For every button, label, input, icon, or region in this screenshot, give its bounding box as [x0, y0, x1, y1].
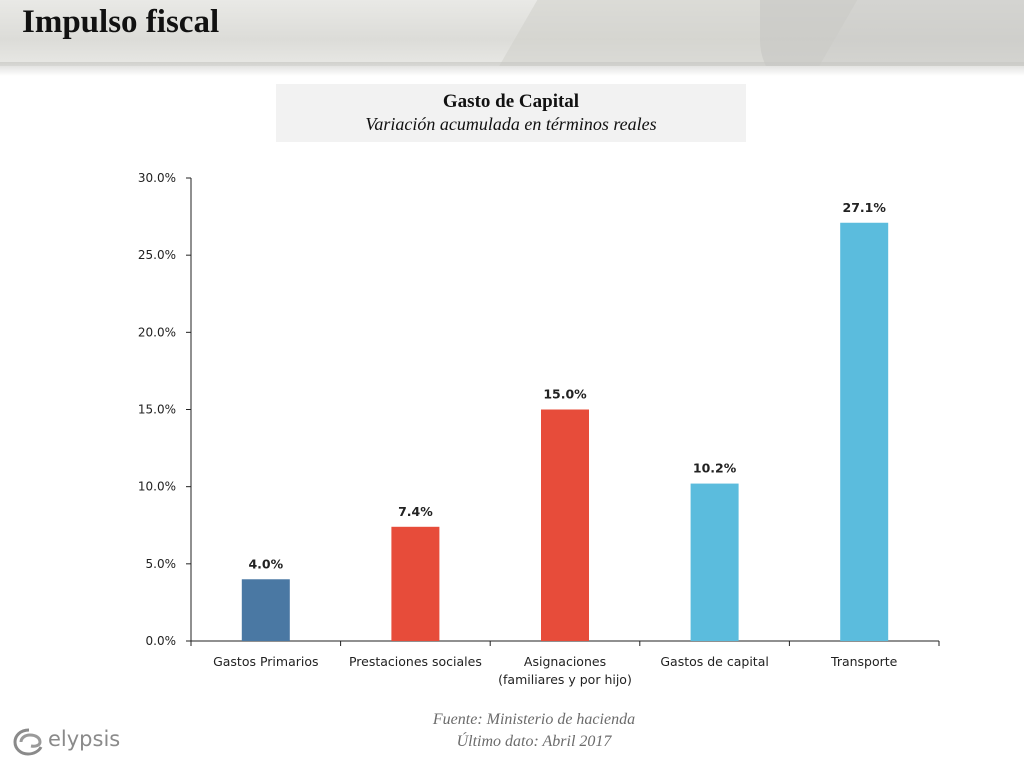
- source-note: Fuente: Ministerio de hacienda Último da…: [0, 709, 1024, 753]
- data-label: 4.0%: [248, 556, 283, 571]
- logo-swirl-icon: [13, 728, 43, 756]
- y-tick-label: 25.0%: [138, 248, 176, 262]
- y-tick-label: 15.0%: [138, 403, 176, 417]
- x-category-label: Gastos Primarios: [213, 654, 318, 669]
- source-text: Fuente: Ministerio de hacienda: [432, 711, 636, 728]
- x-category-label: Gastos de capital: [660, 654, 768, 669]
- bar: [690, 483, 739, 641]
- y-tick-label: 20.0%: [138, 325, 176, 339]
- y-tick-label: 30.0%: [138, 171, 176, 185]
- page-title: Impulso fiscal: [22, 4, 220, 40]
- header-band: [0, 0, 1024, 66]
- data-label: 15.0%: [543, 387, 587, 402]
- data-label: 7.4%: [398, 504, 433, 519]
- x-category-label: Asignaciones: [524, 654, 606, 669]
- y-tick-label: 5.0%: [146, 557, 177, 571]
- data-label: 10.2%: [693, 461, 737, 476]
- bar: [840, 222, 889, 642]
- last-data-text: Último dato: Abril 2017: [456, 733, 612, 750]
- chart-title-box: Gasto de Capital Variación acumulada en …: [276, 84, 746, 142]
- header-shadow: [0, 62, 1024, 76]
- header-decoration: [760, 0, 1024, 66]
- chart-subtitle: Variación acumulada en términos reales: [365, 114, 657, 134]
- logo-text: elypsis: [48, 727, 121, 751]
- y-tick-label: 10.0%: [138, 480, 176, 494]
- y-tick-label: 0.0%: [146, 634, 177, 648]
- bar: [241, 579, 290, 641]
- x-category-label: Prestaciones sociales: [349, 654, 482, 669]
- data-label: 27.1%: [843, 200, 887, 215]
- x-category-label: (familiares y por hijo): [498, 672, 632, 687]
- bar: [391, 526, 440, 641]
- chart-title: Gasto de Capital: [442, 91, 580, 112]
- elypsis-logo: elypsis: [12, 724, 142, 760]
- bar: [541, 409, 589, 641]
- x-category-label: Transporte: [830, 654, 898, 669]
